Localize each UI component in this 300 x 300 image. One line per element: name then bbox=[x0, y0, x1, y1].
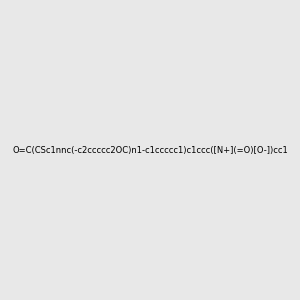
Text: O=C(CSc1nnc(-c2ccccc2OC)n1-c1ccccc1)c1ccc([N+](=O)[O-])cc1: O=C(CSc1nnc(-c2ccccc2OC)n1-c1ccccc1)c1cc… bbox=[12, 146, 288, 154]
